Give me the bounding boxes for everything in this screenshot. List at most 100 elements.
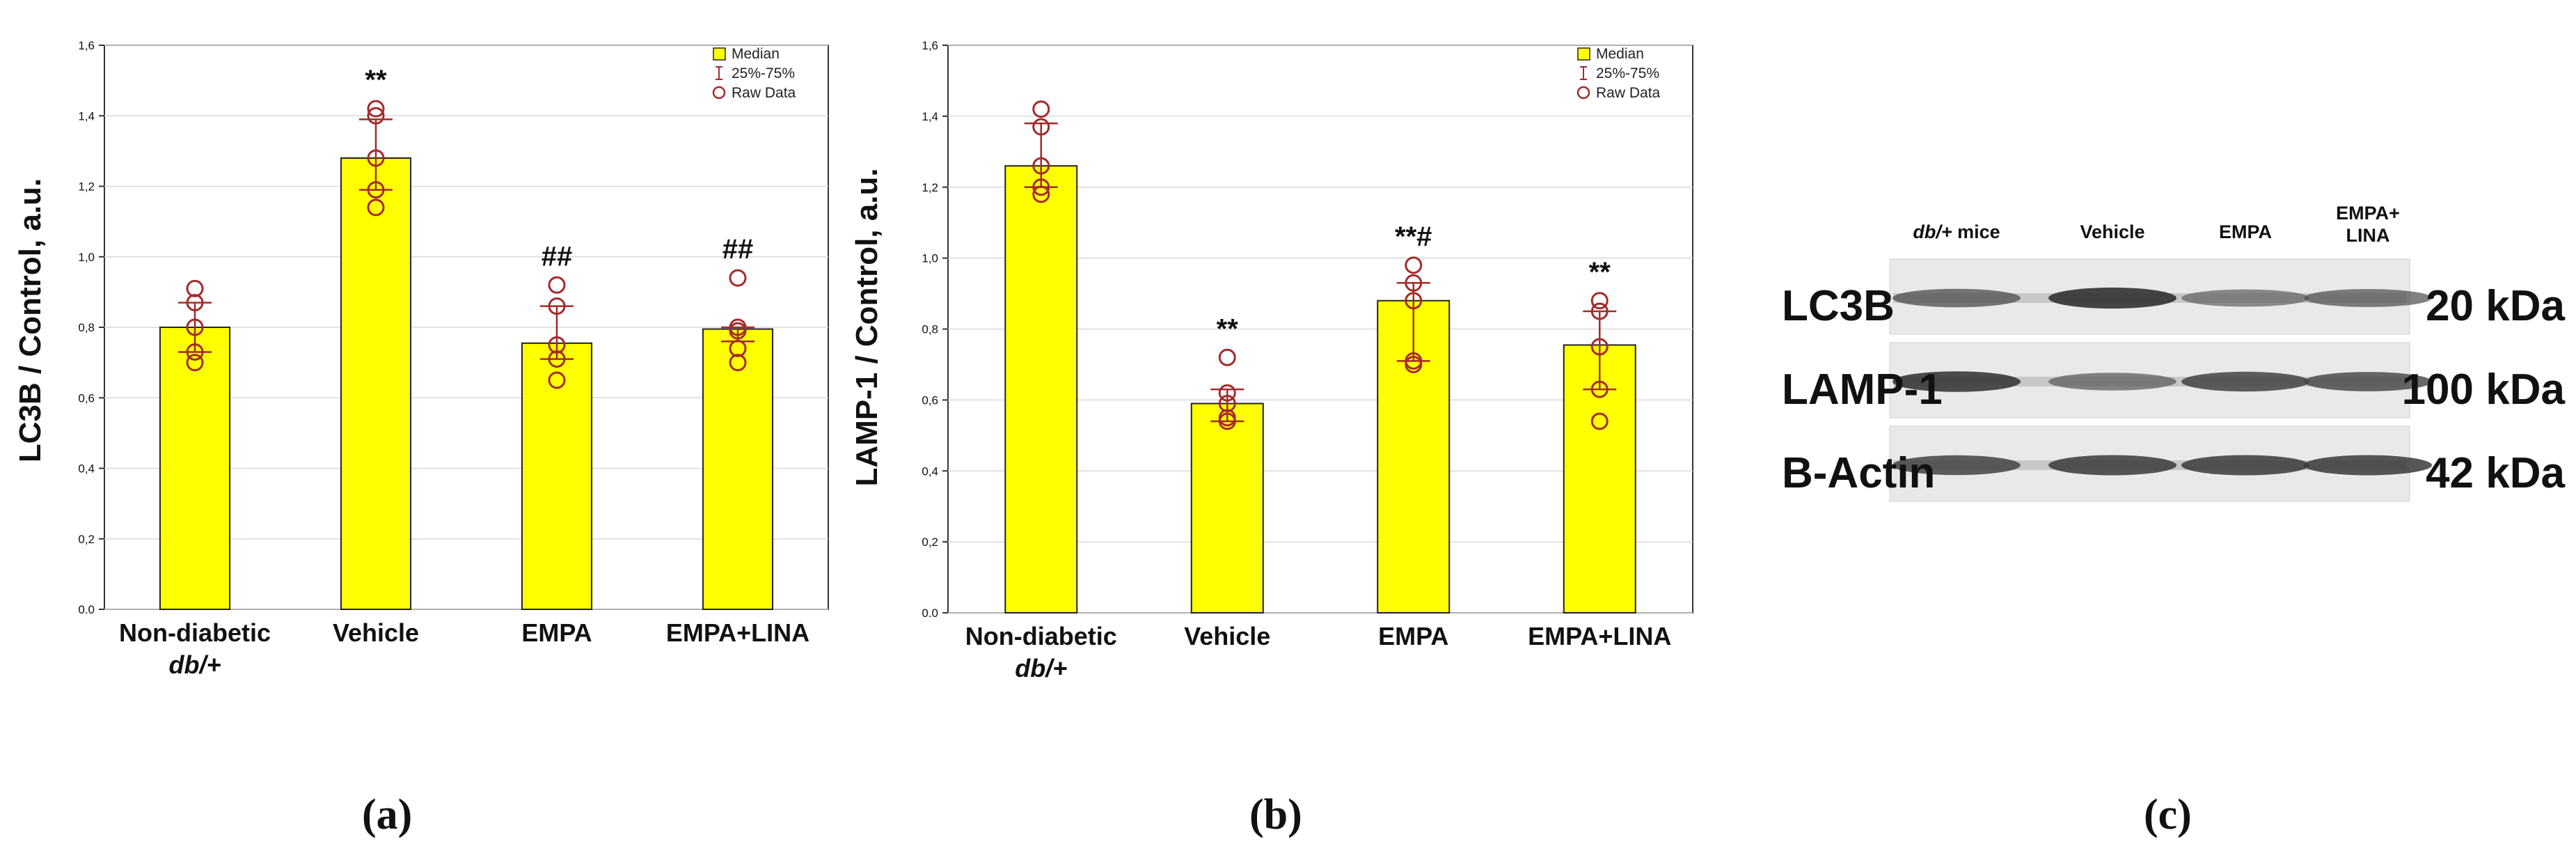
raw-data-point xyxy=(367,198,385,217)
legend-swatch-median xyxy=(713,47,726,61)
blot-band xyxy=(1893,371,2021,392)
raw-data-point xyxy=(1032,157,1050,175)
raw-data-point xyxy=(1590,292,1609,310)
category-label: EMPA xyxy=(521,618,592,647)
lane-header-rest: mice xyxy=(1952,221,2000,242)
legend-label: Raw Data xyxy=(732,85,796,101)
raw-data-point xyxy=(1405,274,1423,292)
y-tick-label: 0,8 xyxy=(922,323,938,336)
raw-data-point xyxy=(548,336,566,354)
median-bar xyxy=(1004,165,1078,614)
raw-data-point xyxy=(729,354,747,372)
blot-band xyxy=(2304,372,2432,391)
median-bar xyxy=(1190,403,1264,614)
raw-data-point xyxy=(1405,355,1423,373)
raw-data-point xyxy=(729,339,747,357)
category-label: Non-diabetic xyxy=(965,622,1117,650)
lane-header: db/+ mice xyxy=(1913,221,2000,242)
raw-data-point xyxy=(548,371,566,389)
protein-label: LC3B xyxy=(1782,282,1895,330)
raw-data-point xyxy=(1590,380,1609,398)
category-label-line2: db/+ xyxy=(1015,654,1067,682)
y-tick-label: 1,2 xyxy=(78,180,95,194)
y-tick-label: 1,6 xyxy=(78,39,95,52)
raw-data-point xyxy=(1032,118,1050,136)
y-tick-label: 0.0 xyxy=(78,603,95,616)
lane-header: LINA xyxy=(2346,225,2390,246)
raw-data-point xyxy=(729,269,747,287)
y-tick-label: 1,2 xyxy=(922,181,938,194)
raw-data-point xyxy=(186,294,204,312)
legend-label: Median xyxy=(1596,46,1644,62)
significance-marker: ** xyxy=(1589,257,1611,288)
lane-header-italic: db/+ xyxy=(1913,221,1952,242)
raw-data-point xyxy=(1218,394,1236,412)
significance-marker: ** xyxy=(1217,313,1239,344)
raw-data-point xyxy=(548,350,566,368)
raw-data-point xyxy=(729,322,747,340)
raw-data-point xyxy=(548,297,566,315)
legend-label: Median xyxy=(732,46,780,62)
raw-data-point xyxy=(1405,292,1423,310)
y-tick-label: 0,8 xyxy=(78,321,95,334)
median-bar xyxy=(159,327,231,610)
y-tick-label: 1,4 xyxy=(78,109,95,123)
raw-data-point xyxy=(1032,100,1050,118)
kda-label: 42 kDa xyxy=(2426,449,2565,497)
blot-band xyxy=(2048,287,2176,309)
panel-label-c: (c) xyxy=(2144,791,2192,838)
y-tick-label: 1,4 xyxy=(922,110,938,123)
raw-data-point xyxy=(186,279,204,297)
y-tick-label: 0,4 xyxy=(922,464,938,478)
legend-swatch-median xyxy=(1577,47,1590,61)
blot-band xyxy=(2048,373,2176,391)
y-tick-label: 1,6 xyxy=(922,39,938,52)
median-bar xyxy=(521,342,593,610)
median-bar xyxy=(702,328,774,610)
chart-b-ylabel: LAMP-1 / Control, a.u. xyxy=(850,168,884,486)
blot-band xyxy=(2304,289,2432,307)
lane-header: Vehicle xyxy=(2080,221,2144,242)
raw-data-point xyxy=(186,354,204,372)
kda-label: 100 kDa xyxy=(2402,366,2566,414)
chart-b: 0.0 0,2 0,4 0,6 0,8 1,0 1,2 1,4 1,6 Non-diabetic d… xyxy=(850,39,1693,682)
y-tick-label: 0,2 xyxy=(78,533,95,546)
panel-label-a: (a) xyxy=(362,791,413,838)
raw-data-point xyxy=(1590,338,1609,356)
y-tick-label: 0,6 xyxy=(78,391,95,405)
chart-a: 0.0 0,2 0,4 0,6 0,8 1,0 1,2 1,4 1,6 Non-diabetic d… xyxy=(13,39,829,679)
raw-data-point xyxy=(548,276,566,294)
raw-data-point xyxy=(1590,302,1609,320)
blot-band xyxy=(2304,455,2432,476)
significance-marker: ** xyxy=(365,65,387,95)
y-tick-label: 0,4 xyxy=(78,462,95,476)
median-bar xyxy=(340,157,412,610)
category-label: Vehicle xyxy=(1184,622,1270,650)
significance-marker: ## xyxy=(722,234,754,265)
raw-data-point xyxy=(1218,412,1236,430)
legend-label: 25%-75% xyxy=(1596,65,1659,81)
y-tick-label: 0.0 xyxy=(922,607,938,620)
raw-data-point xyxy=(1032,178,1050,196)
y-tick-label: 0,2 xyxy=(922,536,938,549)
kda-label: 20 kDa xyxy=(2426,282,2565,330)
blot-band xyxy=(2181,289,2309,307)
y-tick-label: 0,6 xyxy=(922,393,938,407)
legend-label: 25%-75% xyxy=(732,65,795,81)
y-tick-label: 1,0 xyxy=(922,252,938,265)
protein-label: B-Actin xyxy=(1782,449,1935,497)
lane-header: EMPA xyxy=(2219,221,2272,242)
raw-data-point xyxy=(1218,348,1236,366)
y-tick-label: 1,0 xyxy=(78,251,95,264)
raw-data-point xyxy=(367,149,385,167)
legend-swatch-raw xyxy=(712,86,726,100)
legend-label: Raw Data xyxy=(1596,85,1661,101)
raw-data-point xyxy=(367,181,385,199)
blot-band xyxy=(2181,371,2309,392)
legend-swatch-raw xyxy=(1577,86,1590,100)
blot-band xyxy=(2048,455,2176,476)
lane-header: EMPA+ xyxy=(2336,203,2400,224)
raw-data-point xyxy=(186,318,204,336)
blot-band xyxy=(1893,455,2021,476)
raw-data-point xyxy=(1590,412,1609,430)
